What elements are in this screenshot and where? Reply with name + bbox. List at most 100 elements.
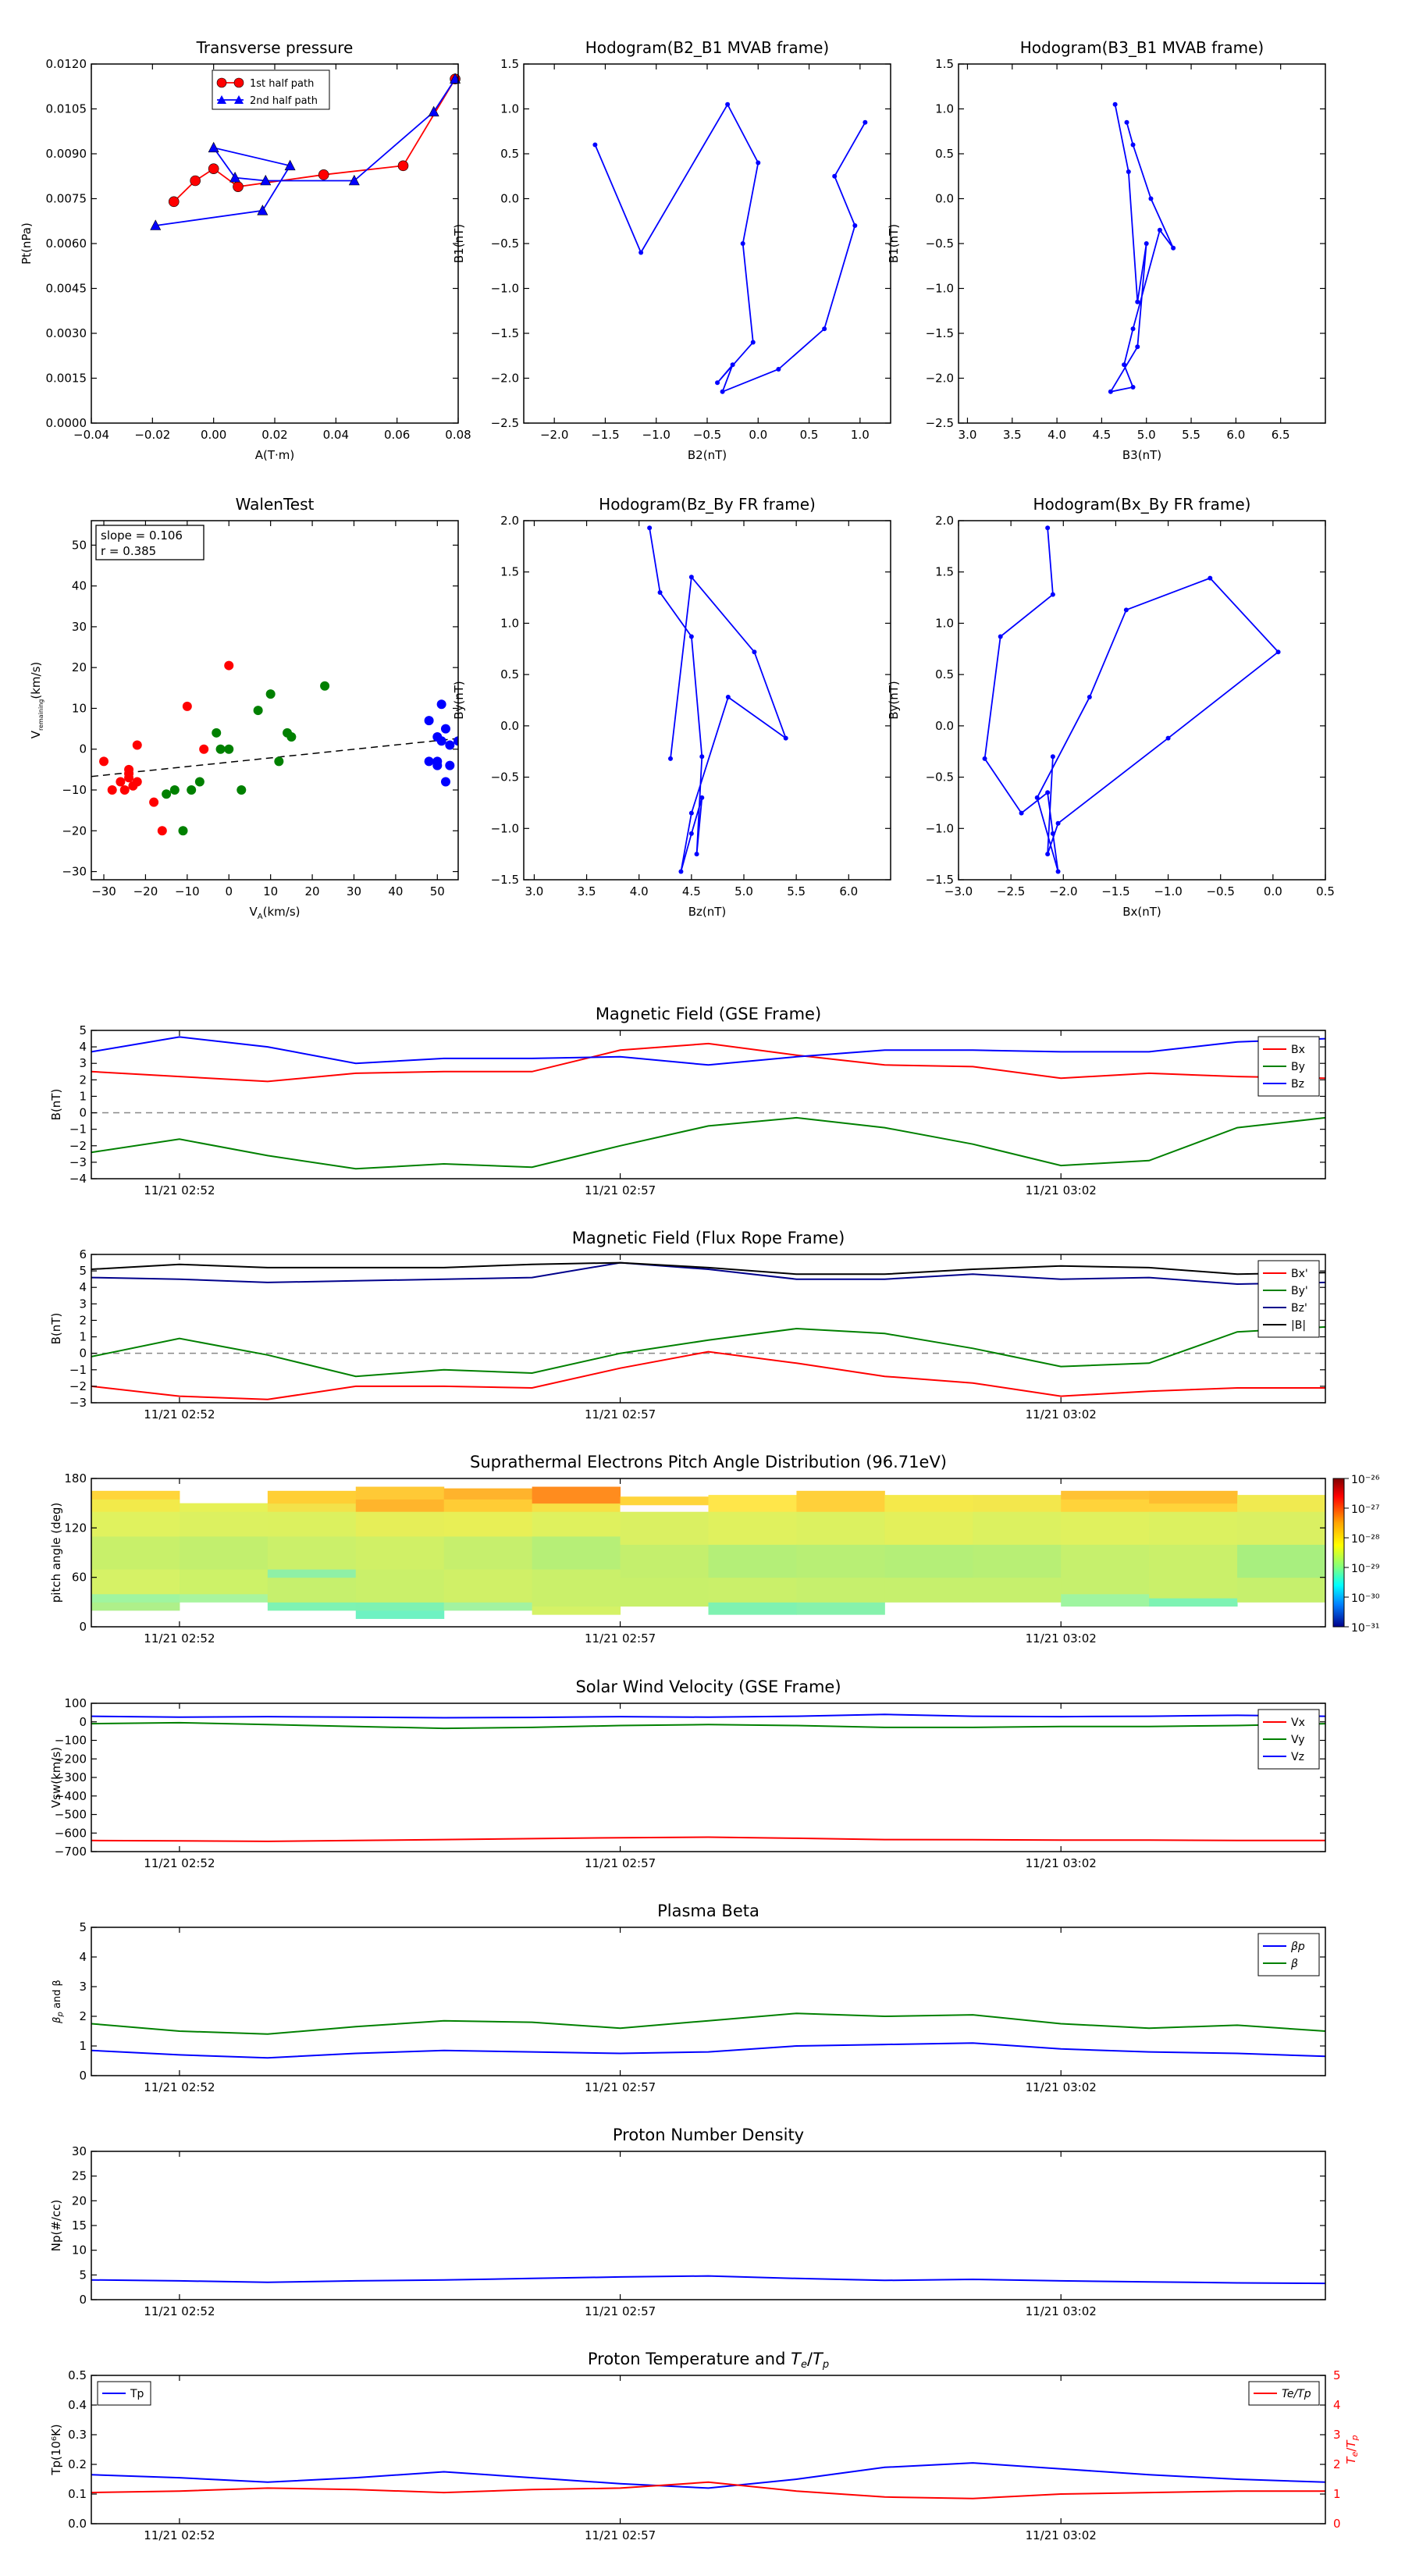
y-tick-label: 3: [79, 1980, 87, 1994]
legend-label: β: [1290, 1958, 1298, 1970]
heatmap-cell: [1149, 1544, 1238, 1599]
data-point: [119, 785, 130, 795]
x-tick-label: 11/21 03:02: [1026, 1407, 1097, 1421]
data-point: [688, 810, 694, 816]
x-tick-label: 5.0: [1137, 428, 1156, 442]
data-point: [822, 326, 827, 332]
y-tick-label: 0: [79, 1106, 87, 1120]
y-axis-label: B(nT): [49, 1089, 63, 1121]
heatmap-cell: [179, 1535, 269, 1570]
heatmap-cell: [267, 1503, 357, 1512]
data-point: [699, 795, 705, 800]
data-point: [678, 869, 684, 874]
heatmap-cell: [620, 1511, 709, 1545]
heatmap-cell: [91, 1602, 180, 1611]
y-tick-label: 15: [72, 2218, 87, 2233]
heatmap-cell: [355, 1569, 445, 1603]
fit-line: [91, 738, 458, 777]
data-point: [397, 160, 409, 172]
plot-frame: [91, 63, 459, 424]
y-tick-label: 6: [79, 1247, 87, 1261]
data-point: [1126, 169, 1131, 174]
legend-box: [1257, 1260, 1320, 1338]
series-line-p: [91, 2042, 1325, 2059]
chart-title: Hodogram(B2_B1 MVAB frame): [585, 38, 829, 57]
data-point: [715, 380, 720, 386]
data-point: [1130, 142, 1136, 148]
data-point: [445, 740, 455, 750]
y-tick-label: −1.0: [491, 282, 519, 296]
heatmap-cell: [1237, 1495, 1325, 1512]
data-point: [229, 172, 241, 183]
x-tick-label: −0.04: [73, 428, 109, 442]
heatmap-cell: [532, 1535, 621, 1570]
plot-frame: [91, 520, 459, 881]
x-tick-label: 30: [347, 884, 361, 898]
y-tick-label: 5: [79, 1920, 87, 1934]
chart-title: Proton Temperature and Te/Tp: [588, 2350, 829, 2371]
data-point: [454, 736, 458, 746]
data-point: [208, 141, 219, 153]
data-point: [852, 223, 858, 228]
data-point: [756, 160, 761, 165]
x-tick-label: 11/21 02:52: [144, 1631, 215, 1646]
data-point: [720, 389, 725, 394]
plot-frame: [958, 520, 1326, 881]
chart-title: Transverse pressure: [196, 38, 354, 57]
data-point: [1124, 119, 1129, 125]
data-point: [132, 777, 142, 787]
y-tick-label: −20: [62, 824, 87, 838]
legend-label: Bz': [1291, 1302, 1307, 1315]
y-tick-label: 0.4: [68, 2398, 87, 2412]
heatmap-cell: [355, 1499, 445, 1512]
y-tick-label: 0.5: [68, 2368, 87, 2382]
heatmap-cell: [443, 1499, 533, 1512]
colorbar-label: 10⁻²⁷: [1351, 1503, 1379, 1516]
x-tick-label: 0.04: [323, 428, 349, 442]
data-point: [647, 525, 653, 531]
heatmap-cell: [1149, 1503, 1238, 1512]
y-tick-label: −30: [62, 865, 87, 879]
x-tick-label: 4.0: [630, 884, 649, 898]
heatmap-cell: [355, 1486, 445, 1500]
data-point: [107, 785, 117, 795]
heatmap-cell: [532, 1486, 621, 1504]
data-point: [776, 367, 781, 372]
colorbar-label: 10⁻³¹: [1351, 1622, 1379, 1635]
chart-walen_test: WalenTest −30 −20 −10 0 10 20 30 40 50 −30 −20 −10 0 1…: [29, 495, 459, 921]
data-point: [1122, 362, 1127, 368]
y-tick-label: −1.0: [926, 282, 954, 296]
data-point: [286, 732, 297, 742]
y-right-tick-label: 4: [1333, 2398, 1341, 2412]
data-point: [1135, 344, 1140, 350]
series-line-Vx: [91, 1836, 1325, 1842]
plot-frame: [91, 1927, 1326, 2076]
data-point: [190, 175, 201, 187]
data-point: [428, 105, 439, 117]
data-point: [982, 756, 987, 761]
data-point: [1208, 575, 1213, 581]
legend-label: By': [1291, 1285, 1308, 1297]
y-tick-label: −2: [69, 1139, 87, 1153]
y-tick-label: 0: [79, 1347, 87, 1361]
heatmap-cell: [884, 1511, 973, 1545]
legend-marker: [217, 95, 226, 104]
y-tick-label: 0: [79, 742, 87, 756]
y-tick-label: 0.0045: [46, 282, 87, 296]
y-tick-label: −2.0: [926, 372, 954, 386]
x-tick-label: −2.0: [1049, 884, 1077, 898]
y-tick-label: 0.3: [68, 2428, 87, 2442]
series-line-Tp: [91, 2462, 1325, 2489]
chart-title: WalenTest: [236, 495, 315, 514]
y-axis-label: Vsw(km/s): [49, 1747, 63, 1808]
legend-label: Bx: [1291, 1044, 1305, 1056]
y-tick-label: 4: [79, 1280, 87, 1294]
heatmap-cell: [884, 1544, 973, 1578]
y-tick-label: −1.0: [491, 821, 519, 835]
legend-label: Bx': [1291, 1268, 1308, 1280]
x-tick-label: −1.5: [1101, 884, 1129, 898]
y-tick-label: 2: [79, 1073, 87, 1087]
y-tick-label: 40: [72, 579, 87, 593]
data-point: [1055, 820, 1061, 826]
